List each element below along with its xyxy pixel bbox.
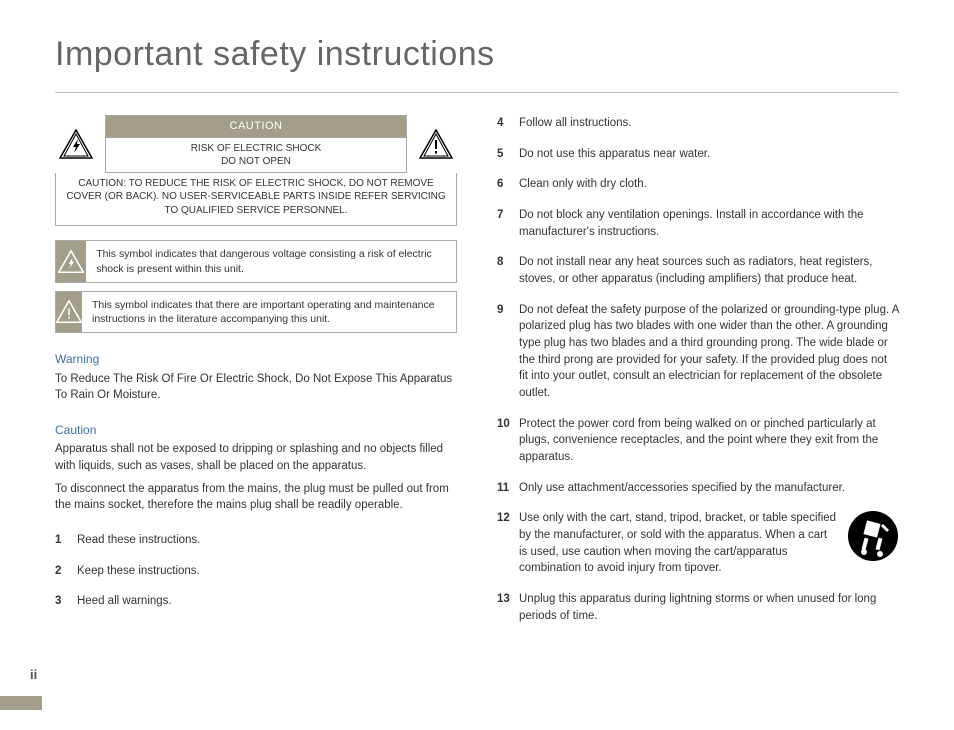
two-column-layout: CAUTION RISK OF ELECTRIC SHOCK DO NOT OP… <box>55 115 899 638</box>
caution-box: CAUTION RISK OF ELECTRIC SHOCK DO NOT OP… <box>105 115 407 173</box>
right-column: 4Follow all instructions.5Do not use thi… <box>497 115 899 638</box>
list-item: 2Keep these instructions. <box>55 563 457 580</box>
item-text: Do not block any ventilation openings. I… <box>519 207 899 240</box>
list-item: 9Do not defeat the safety purpose of the… <box>497 302 899 402</box>
symbol-warn-text: This symbol indicates that there are imp… <box>82 292 456 332</box>
item-text: Use only with the cart, stand, tripod, b… <box>519 510 837 577</box>
page-number: ii <box>30 667 37 682</box>
item-text: Only use attachment/accessories specifie… <box>519 480 899 497</box>
item-number: 11 <box>497 480 519 497</box>
left-column: CAUTION RISK OF ELECTRIC SHOCK DO NOT OP… <box>55 115 457 638</box>
symbol-note-warn: This symbol indicates that there are imp… <box>55 291 457 333</box>
item-text: Clean only with dry cloth. <box>519 176 899 193</box>
item-number: 5 <box>497 146 519 163</box>
caution-text-2: To disconnect the apparatus from the mai… <box>55 481 457 514</box>
list-item: 6Clean only with dry cloth. <box>497 176 899 193</box>
item-number: 3 <box>55 593 77 610</box>
caution-full-text: CAUTION: TO REDUCE THE RISK OF ELECTRIC … <box>55 173 457 227</box>
item-text: Follow all instructions. <box>519 115 899 132</box>
item-text: Keep these instructions. <box>77 563 457 580</box>
item-number: 4 <box>497 115 519 132</box>
item-text: Do not defeat the safety purpose of the … <box>519 302 899 402</box>
list-item: 11Only use attachment/accessories specif… <box>497 480 899 497</box>
instruction-list-left: 1Read these instructions.2Keep these ins… <box>55 532 457 610</box>
title-rule <box>55 92 899 93</box>
item-number: 12 <box>497 510 519 527</box>
warning-text: To Reduce The Risk Of Fire Or Electric S… <box>55 371 457 404</box>
warn-icon-cell <box>56 292 82 332</box>
caution-text-1: Apparatus shall not be exposed to drippi… <box>55 441 457 474</box>
list-item: 1Read these instructions. <box>55 532 457 549</box>
shock-icon-cell <box>56 241 86 281</box>
item-number: 10 <box>497 416 519 433</box>
symbol-note-shock: This symbol indicates that dangerous vol… <box>55 240 457 282</box>
instruction-list-right: 4Follow all instructions.5Do not use thi… <box>497 115 899 624</box>
item-number: 1 <box>55 532 77 549</box>
list-item: 12Use only with the cart, stand, tripod,… <box>497 510 899 577</box>
side-tab <box>0 696 42 710</box>
list-item: 3Heed all warnings. <box>55 593 457 610</box>
list-item: 8Do not install near any heat sources su… <box>497 254 899 287</box>
list-item: 4Follow all instructions. <box>497 115 899 132</box>
item-text: Heed all warnings. <box>77 593 457 610</box>
item-text: Protect the power cord from being walked… <box>519 416 899 466</box>
item-number: 6 <box>497 176 519 193</box>
item-text: Do not use this apparatus near water. <box>519 146 899 163</box>
caution-box-row: CAUTION RISK OF ELECTRIC SHOCK DO NOT OP… <box>55 115 457 173</box>
cart-tipover-icon <box>847 510 899 568</box>
item-number: 13 <box>497 591 519 608</box>
list-item: 5Do not use this apparatus near water. <box>497 146 899 163</box>
warning-heading: Warning <box>55 351 457 368</box>
list-item: 13Unplug this apparatus during lightning… <box>497 591 899 624</box>
caution-header: CAUTION <box>106 116 406 138</box>
item-text: Do not install near any heat sources suc… <box>519 254 899 287</box>
item-number: 7 <box>497 207 519 224</box>
page: Important safety instructions CAUTION RI… <box>0 0 954 730</box>
item-text: Read these instructions. <box>77 532 457 549</box>
item-text: Unplug this apparatus during lightning s… <box>519 591 899 624</box>
caution-sub: RISK OF ELECTRIC SHOCK DO NOT OPEN <box>106 138 406 172</box>
page-title: Important safety instructions <box>55 35 899 74</box>
symbol-shock-text: This symbol indicates that dangerous vol… <box>86 241 456 281</box>
item-number: 2 <box>55 563 77 580</box>
item-number: 9 <box>497 302 519 319</box>
shock-triangle-icon <box>55 115 97 173</box>
caution-heading: Caution <box>55 422 457 439</box>
list-item: 7Do not block any ventilation openings. … <box>497 207 899 240</box>
item-number: 8 <box>497 254 519 271</box>
exclaim-triangle-icon <box>415 115 457 173</box>
list-item: 10Protect the power cord from being walk… <box>497 416 899 466</box>
